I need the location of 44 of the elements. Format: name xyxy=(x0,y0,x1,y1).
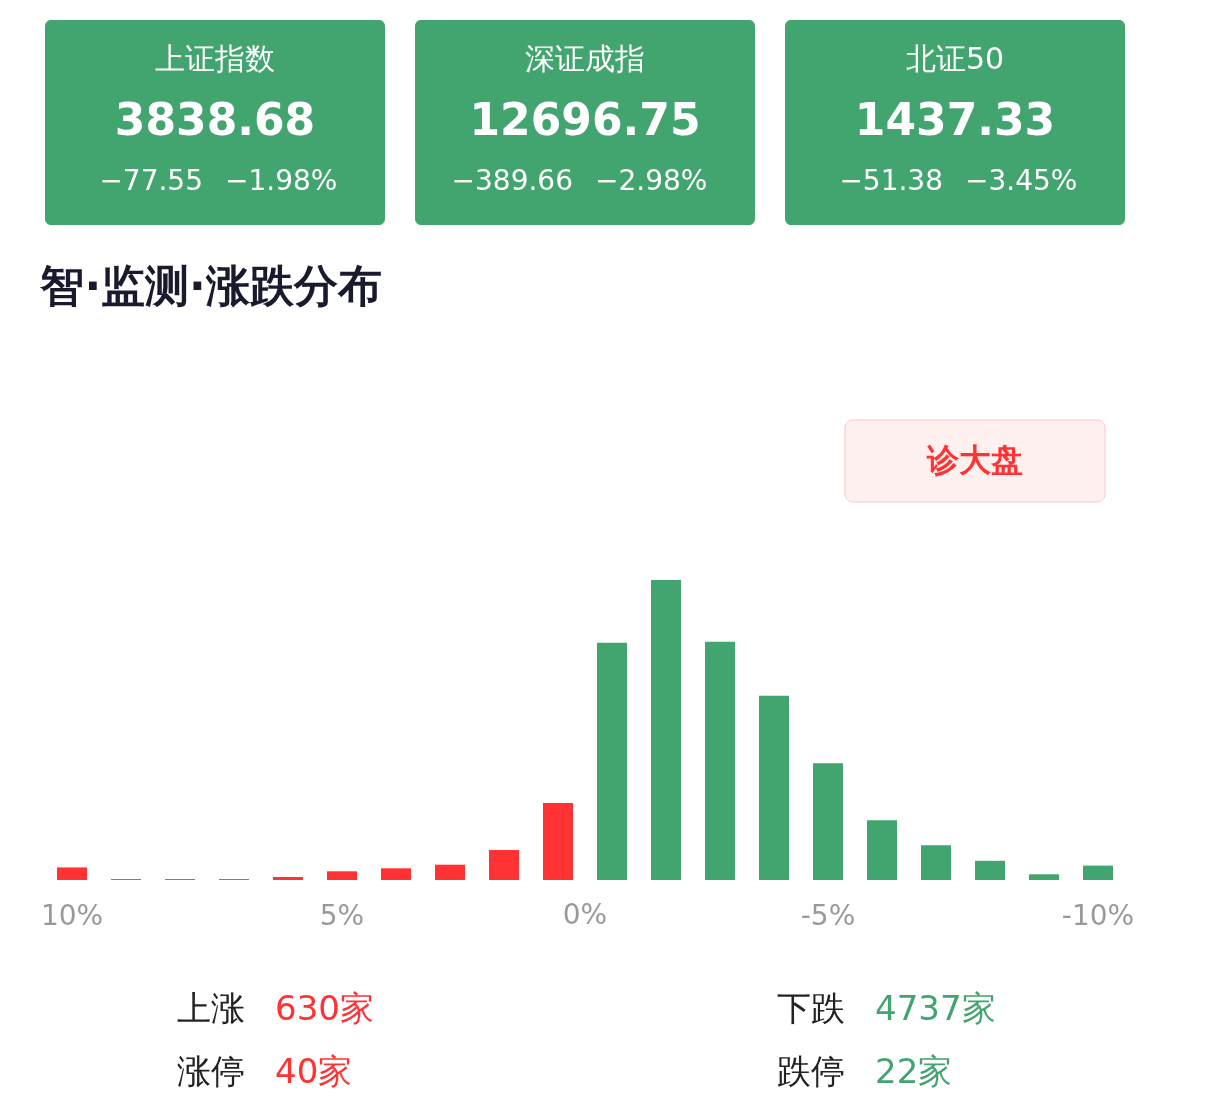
bar xyxy=(597,642,627,880)
bar xyxy=(435,864,465,880)
x-tick-label: -10% xyxy=(1061,898,1135,932)
text: 下跌 xyxy=(777,988,845,1028)
x-tick-label: -5% xyxy=(800,898,856,932)
bar xyxy=(867,820,897,880)
chart-title: 智·监测·涨跌分布 xyxy=(39,259,382,311)
text: −389.66 xyxy=(451,164,573,197)
text: 北证50 xyxy=(905,41,1005,76)
text: 涨停 xyxy=(177,1051,245,1091)
text: 40家 xyxy=(275,1051,353,1091)
bar xyxy=(327,871,357,880)
bar xyxy=(381,868,411,880)
bar xyxy=(489,850,519,880)
bar xyxy=(1029,874,1059,880)
text: −77.55 xyxy=(99,164,203,197)
text: 跌停 xyxy=(777,1051,845,1091)
bar xyxy=(705,641,735,880)
bar xyxy=(543,802,573,880)
text: 22家 xyxy=(875,1051,953,1091)
bar xyxy=(975,860,1005,880)
x-tick-label: 10% xyxy=(40,898,104,932)
x-tick-label: 5% xyxy=(319,898,365,932)
bar xyxy=(1083,865,1113,880)
text: 0% xyxy=(562,898,608,931)
text: 4737家 xyxy=(875,988,996,1028)
bar xyxy=(651,580,681,880)
text: 上涨 xyxy=(177,988,245,1028)
bar xyxy=(813,763,843,880)
text: 诊大盘 xyxy=(926,441,1023,479)
text: 1437.33 xyxy=(854,94,1056,145)
text: 3838.68 xyxy=(114,94,316,145)
bar xyxy=(921,845,951,880)
text: −3.45% xyxy=(965,164,1078,197)
text: 12696.75 xyxy=(469,94,701,145)
text: 上证指数 xyxy=(155,41,275,76)
text: −1.98% xyxy=(225,164,338,197)
bar xyxy=(57,867,87,880)
bar xyxy=(759,695,789,880)
bar xyxy=(273,877,303,880)
text: −2.98% xyxy=(595,164,708,197)
text: 630家 xyxy=(275,988,374,1028)
text: 深证成指 xyxy=(525,41,645,76)
text: −51.38 xyxy=(839,164,943,197)
